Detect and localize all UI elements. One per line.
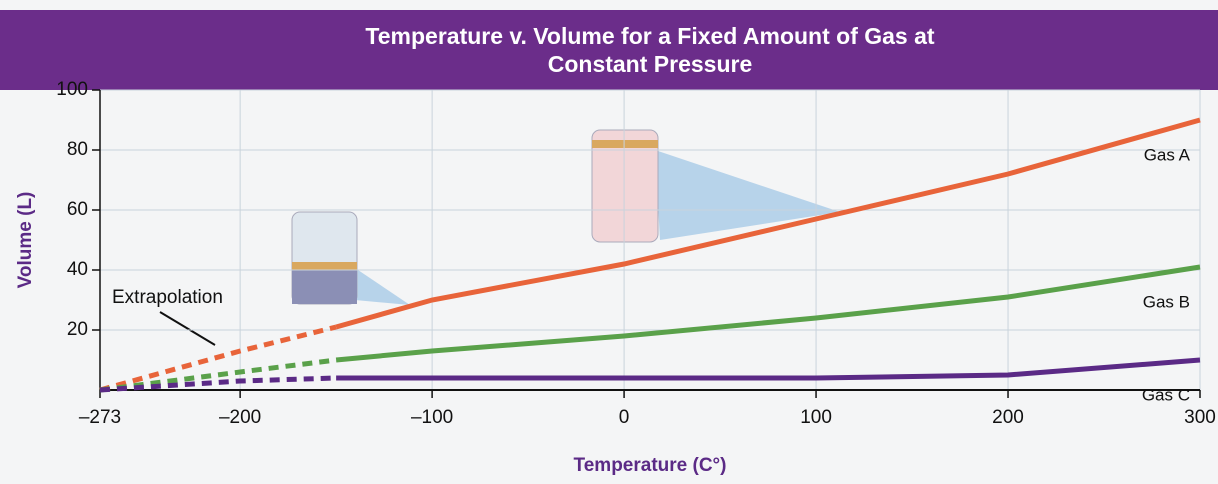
x-tick-label: 300 <box>1184 407 1216 428</box>
x-tick-label: 100 <box>800 407 832 428</box>
x-axis-label: Temperature (C°) <box>574 455 727 476</box>
zoom-cone <box>655 150 840 240</box>
series-label: Gas C <box>1142 385 1190 404</box>
y-axis-label: Volume (L) <box>15 192 36 289</box>
x-tick-label: 0 <box>619 407 630 428</box>
x-tick-label: –273 <box>79 407 121 428</box>
x-tick-label: –200 <box>219 407 261 428</box>
zoom-cone <box>355 268 410 305</box>
y-tick-label: 100 <box>56 79 88 100</box>
illustration <box>292 130 840 305</box>
x-tick-label: –100 <box>411 407 453 428</box>
x-tick-label: 200 <box>992 407 1024 428</box>
annotation: Extrapolation <box>112 287 223 308</box>
piston <box>592 140 658 148</box>
series-label: Gas A <box>1144 145 1191 164</box>
piston <box>292 262 357 270</box>
y-tick-label: 40 <box>67 259 88 280</box>
y-tick-label: 20 <box>67 319 88 340</box>
line <box>100 327 336 390</box>
annotation-pointer <box>160 312 215 345</box>
line <box>336 267 1200 360</box>
y-tick-label: 60 <box>67 199 88 220</box>
gas <box>292 270 357 304</box>
line <box>336 360 1200 378</box>
line <box>336 120 1200 327</box>
page: Volume (L) Temperature (C°) Extrapolatio… <box>0 0 1218 484</box>
y-tick-label: 80 <box>67 139 88 160</box>
chart-title: Temperature v. Volume for a Fixed Amount… <box>330 22 970 78</box>
series-label: Gas B <box>1143 292 1190 311</box>
